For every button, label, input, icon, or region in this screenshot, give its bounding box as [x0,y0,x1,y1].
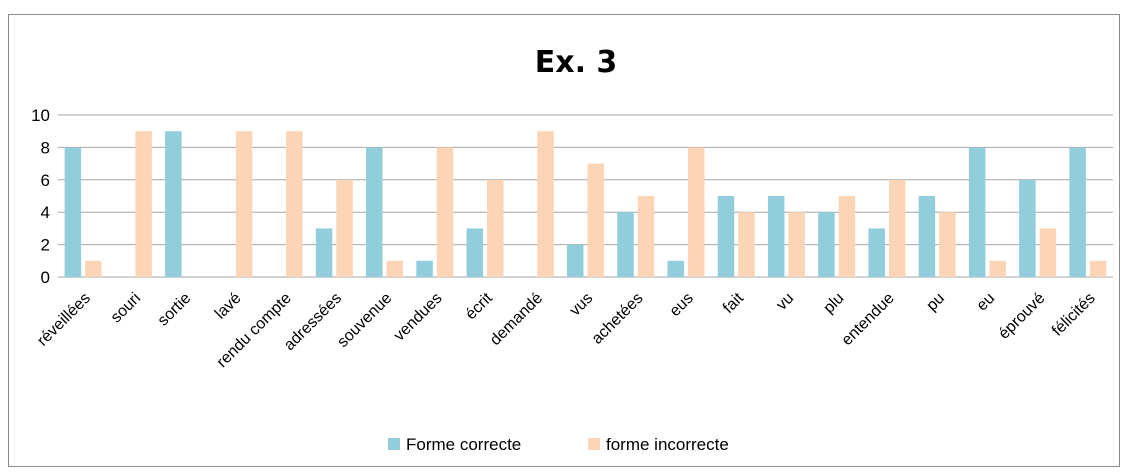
bar-correct [968,147,986,277]
y-tick-label: 6 [41,171,50,190]
legend: Forme correcte forme incorrecte [388,435,729,454]
bar-correct [1019,179,1036,277]
bars [64,131,1107,277]
y-tick-label: 0 [41,268,50,287]
bar-incorrect [738,212,755,277]
x-category-label: souri [108,290,145,327]
bar-incorrect [637,196,655,277]
y-tick-label: 10 [31,106,50,125]
bar-incorrect [687,147,705,277]
bar-correct [567,244,584,277]
legend-label-incorrect: forme incorrecte [606,435,729,454]
bar-incorrect [85,260,102,277]
bar-incorrect [888,179,906,277]
x-category-label: lavé [212,290,245,323]
bar-correct [767,196,785,277]
x-category-label: réveillées [34,290,94,350]
bar-correct [918,196,936,277]
x-category-label: pu [923,290,948,315]
bar-correct [466,228,484,277]
x-category-label: achetées [589,290,647,348]
bar-correct [617,212,634,277]
x-category-label: fait [720,289,748,317]
bar-incorrect [989,260,1006,277]
bar-correct [315,228,333,277]
bar-correct [165,131,182,277]
bar-correct [667,260,684,277]
bar-correct [818,212,835,277]
bar-incorrect [436,147,454,277]
x-category-label: sortie [155,290,195,330]
bar-incorrect [1089,260,1107,277]
y-tick-label: 4 [41,203,50,222]
chart-title: Ex. 3 [535,45,618,80]
x-category-label: vu [773,290,797,314]
y-axis-ticks: 0 2 4 6 8 10 [31,106,50,287]
x-category-label: demandé [487,290,546,349]
bar-incorrect [336,179,353,277]
x-category-label: éprouvé [996,290,1049,343]
bar-correct [1069,147,1086,277]
bar-incorrect [1039,228,1057,277]
bar-correct [64,147,82,277]
legend-swatch-incorrect [588,438,600,450]
gridlines [58,114,1113,278]
x-category-label: félicités [1049,290,1099,340]
x-category-label: vendues [391,290,446,345]
bar-incorrect [386,260,404,277]
bar-incorrect [788,212,805,277]
bar-correct [868,228,885,277]
y-tick-label: 8 [41,138,50,157]
bar-incorrect [286,131,303,277]
bar-incorrect [537,131,554,277]
x-category-label: eus [667,290,697,320]
bar-correct [366,147,383,277]
y-tick-label: 2 [41,236,50,255]
x-category-label: souvenue [334,290,395,351]
x-category-label: eu [974,290,999,315]
x-category-label: plu [820,290,847,317]
bar-incorrect [587,163,604,277]
legend-swatch-correct [388,438,400,450]
x-category-label: entendue [839,290,898,349]
bar-incorrect [235,131,253,277]
bar-correct [717,196,735,277]
bar-correct [416,260,433,277]
x-category-label: écrit [462,289,496,323]
bar-incorrect [939,212,956,277]
bar-incorrect [135,131,152,277]
x-category-label: vus [567,290,597,320]
legend-label-correct: Forme correcte [406,435,521,454]
bar-incorrect [838,196,856,277]
bar-incorrect [487,179,504,277]
